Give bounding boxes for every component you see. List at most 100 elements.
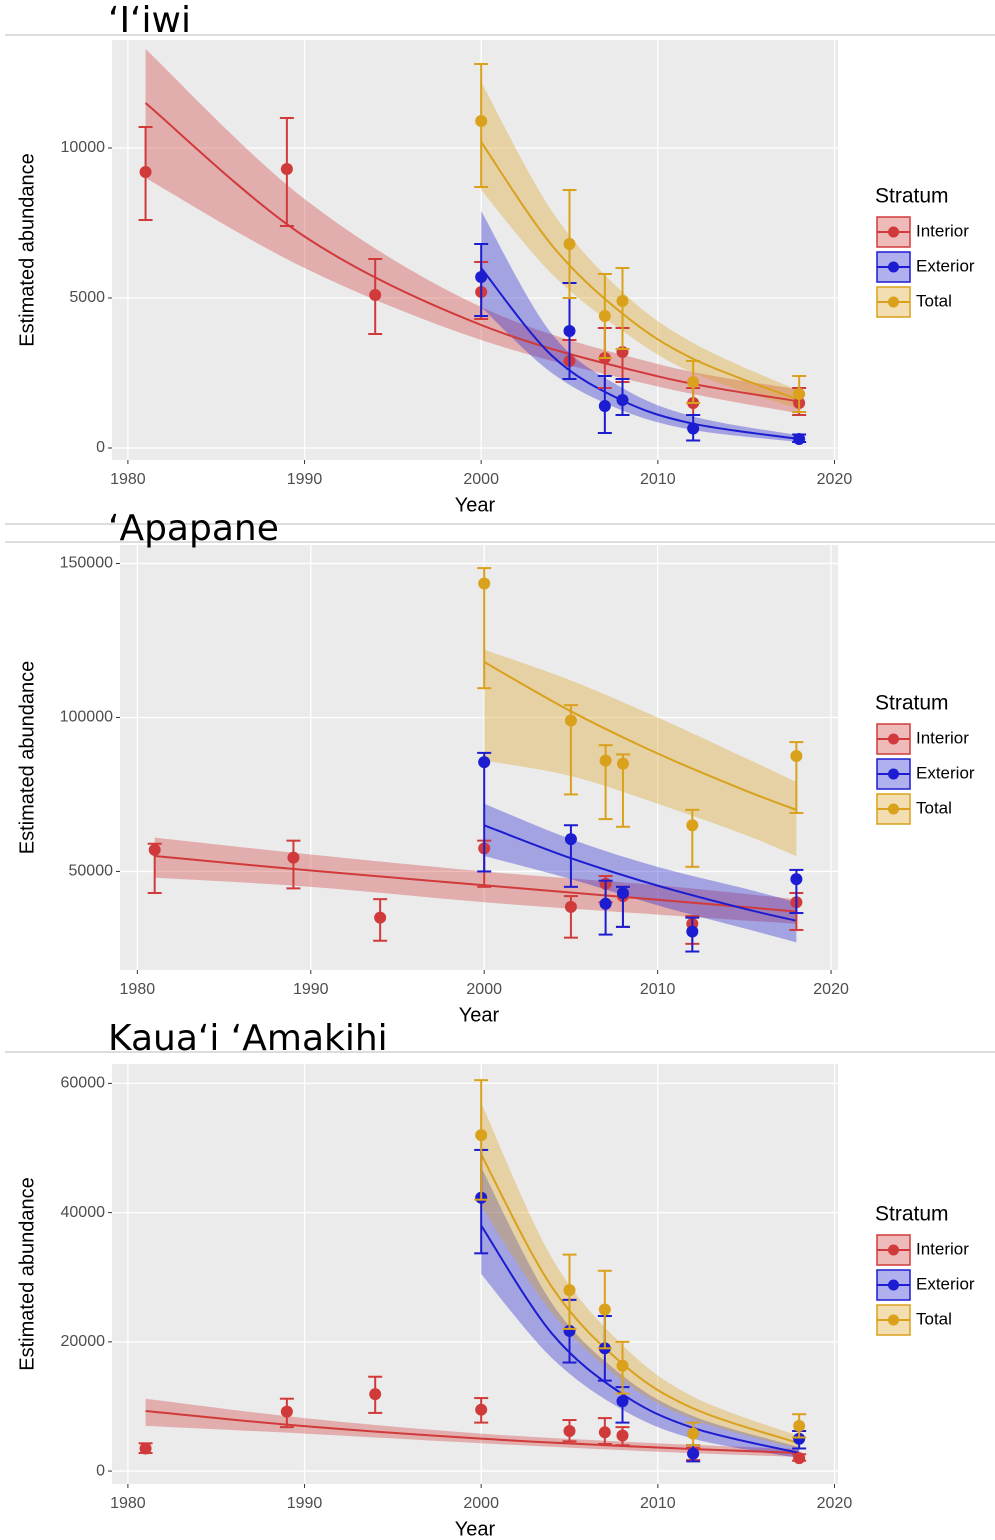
plot-background	[112, 40, 838, 460]
point	[563, 1284, 576, 1297]
point	[478, 577, 491, 590]
point	[686, 819, 699, 832]
x-tick-label: 2020	[817, 1495, 853, 1512]
point	[616, 757, 629, 770]
point	[148, 843, 161, 856]
confidence-band	[484, 649, 797, 857]
x-tick-label: 2000	[463, 1495, 499, 1512]
confidence-band	[481, 82, 800, 409]
point	[563, 238, 576, 250]
point	[478, 756, 491, 769]
confidence-band	[145, 49, 800, 414]
error-bar	[477, 751, 492, 873]
x-tick-label: 1990	[287, 471, 323, 488]
legend-label: Total	[916, 1309, 952, 1328]
point	[475, 115, 488, 127]
y-tick-label: 50000	[69, 863, 114, 880]
x-tick-label: 2010	[640, 981, 676, 998]
point	[564, 900, 577, 913]
point	[139, 1442, 152, 1455]
point	[616, 1429, 629, 1442]
x-tick-label: 2020	[813, 981, 849, 998]
point	[790, 749, 803, 762]
point	[475, 1129, 488, 1142]
point	[616, 1395, 629, 1408]
x-axis-label: Year	[455, 494, 496, 516]
legend-key-point	[888, 733, 899, 745]
x-tick-label: 1980	[110, 1495, 146, 1512]
legend-label: Total	[916, 798, 952, 817]
y-tick-label: 150000	[60, 555, 113, 572]
legend-key-point	[888, 1244, 899, 1256]
x-axis-label: Year	[459, 1004, 500, 1026]
x-axis-label: Year	[455, 1518, 496, 1540]
point	[598, 1303, 611, 1316]
point	[598, 400, 611, 412]
y-axis-label: Estimated abundance	[16, 661, 38, 854]
point	[793, 433, 806, 445]
legend-key-point	[888, 261, 899, 273]
panel-title: Kaua‘i ‘Amakihi	[108, 1018, 388, 1059]
error-bar	[286, 839, 301, 890]
legend-label: Exterior	[916, 256, 975, 275]
point	[793, 388, 806, 400]
point	[598, 1426, 611, 1439]
x-tick-label: 2010	[640, 471, 676, 488]
y-axis-label: Estimated abundance	[16, 1177, 38, 1370]
point	[280, 1405, 293, 1418]
y-tick-label: 20000	[61, 1333, 106, 1350]
legend-title: Stratum	[875, 692, 949, 715]
point	[374, 911, 387, 924]
fit-line	[483, 661, 797, 811]
point	[790, 873, 803, 886]
x-tick-label: 1990	[287, 1495, 323, 1512]
point	[616, 295, 629, 307]
point	[287, 851, 300, 864]
point	[616, 887, 629, 900]
point	[687, 1447, 700, 1460]
point	[616, 394, 629, 406]
y-tick-label: 10000	[61, 139, 106, 156]
legend-key-point	[888, 1314, 899, 1326]
point	[139, 166, 152, 178]
point	[475, 1403, 488, 1416]
y-tick-label: 5000	[69, 289, 105, 306]
legend-key-point	[888, 296, 899, 308]
point	[687, 376, 700, 388]
point	[475, 271, 488, 283]
point	[599, 754, 612, 767]
point	[686, 925, 699, 938]
confidence-band	[484, 803, 797, 943]
y-tick-label: 100000	[60, 709, 113, 726]
point	[599, 897, 612, 910]
legend-key-point	[888, 1279, 899, 1291]
point	[564, 833, 577, 846]
point	[793, 1419, 806, 1432]
y-axis-label: Estimated abundance	[16, 153, 38, 346]
point	[687, 422, 700, 435]
confidence-band	[145, 1398, 800, 1457]
plot-background	[120, 545, 838, 970]
point	[598, 310, 611, 322]
legend-label: Interior	[916, 1239, 969, 1258]
plot-background	[112, 1064, 838, 1484]
x-tick-label: 2000	[466, 981, 502, 998]
y-tick-label: 40000	[61, 1204, 106, 1221]
x-tick-label: 1980	[120, 981, 156, 998]
point	[564, 714, 577, 727]
confidence-band	[481, 211, 800, 442]
confidence-band	[154, 837, 797, 924]
y-tick-label: 0	[96, 439, 105, 456]
x-tick-label: 2020	[817, 471, 853, 488]
point	[687, 1427, 700, 1440]
error-bar	[615, 267, 630, 350]
point	[563, 325, 576, 337]
panel-title: ‘I‘iwi	[108, 0, 191, 41]
legend-title: Stratum	[875, 185, 949, 208]
x-tick-label: 1980	[110, 471, 146, 488]
x-tick-label: 1990	[293, 981, 329, 998]
confidence-band	[481, 1167, 800, 1459]
point	[563, 1425, 576, 1438]
legend-label: Exterior	[916, 763, 975, 782]
